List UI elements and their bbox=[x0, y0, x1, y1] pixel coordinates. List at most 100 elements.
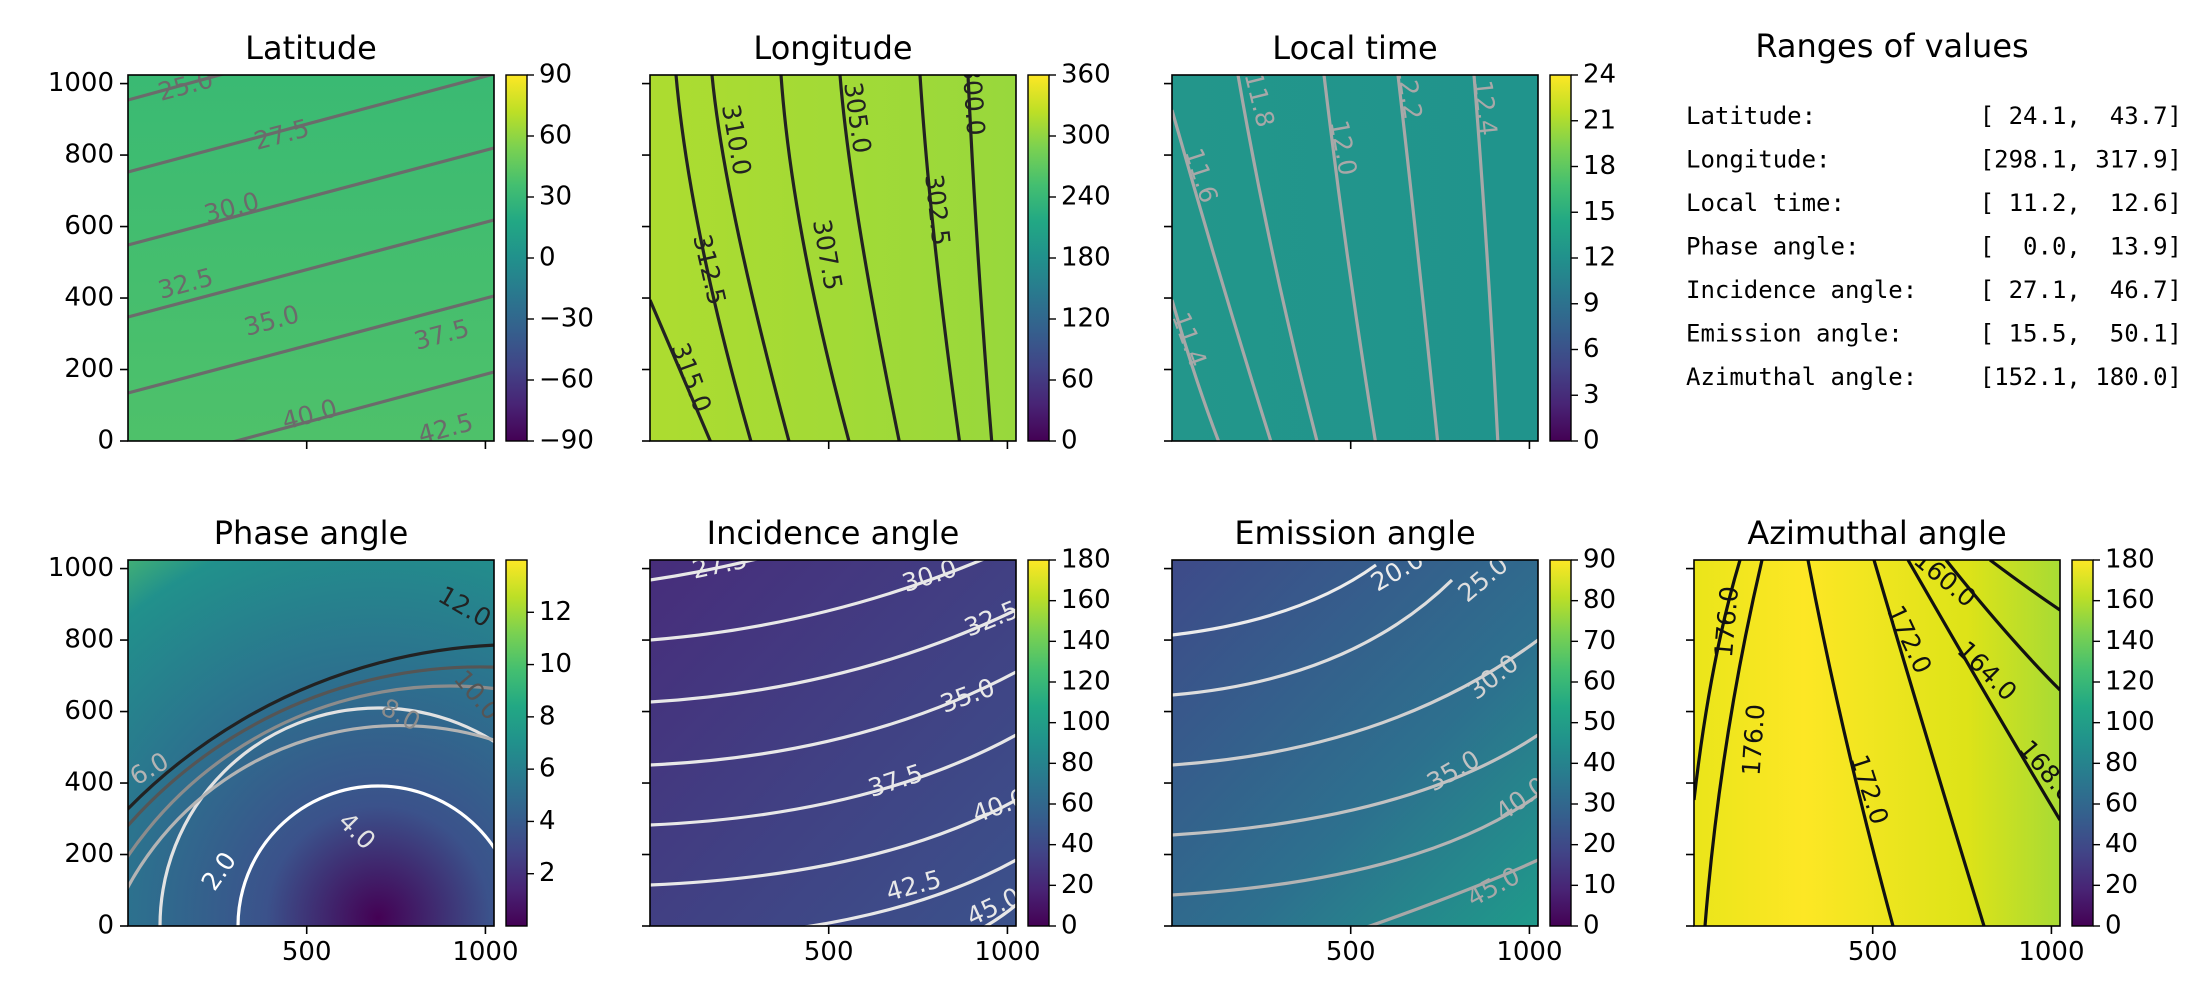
heatmap-image bbox=[1172, 75, 1538, 441]
colorbar-tick-label: 120 bbox=[2105, 667, 2155, 697]
colorbar-tick-label: 10 bbox=[539, 649, 572, 679]
heatmap-image bbox=[128, 560, 494, 926]
x-tick-label: 1000 bbox=[1496, 937, 1562, 967]
colorbar-tick-label: 0 bbox=[1061, 426, 1078, 456]
colorbar bbox=[505, 74, 528, 442]
contour-line bbox=[1172, 793, 1538, 897]
contour-line bbox=[674, 75, 753, 441]
contour-line bbox=[1172, 299, 1221, 441]
contour-line bbox=[230, 370, 494, 441]
range-row-label: Local time: bbox=[1686, 189, 1845, 217]
colorbar-tick-label: 140 bbox=[1061, 626, 1111, 656]
colorbar-tick-label: 300 bbox=[1061, 121, 1111, 151]
colorbar-tick-label: 40 bbox=[1061, 829, 1094, 859]
x-tick-label: 500 bbox=[282, 937, 332, 967]
colorbar-tick-label: 20 bbox=[1061, 870, 1094, 900]
y-tick-label: 1000 bbox=[48, 553, 114, 583]
contour-line bbox=[1236, 75, 1319, 441]
range-row-label: Latitude: bbox=[1686, 102, 1816, 130]
contour-line bbox=[1172, 578, 1454, 697]
contour-line bbox=[982, 903, 1016, 926]
contour-label: 176.0 bbox=[1737, 703, 1771, 776]
contour-line bbox=[1472, 75, 1500, 441]
colorbar-tick-label: 80 bbox=[2105, 748, 2138, 778]
contour-line bbox=[1703, 560, 1764, 926]
colorbar-tick-label: 12 bbox=[1583, 243, 1616, 273]
axes-frame bbox=[1171, 559, 1539, 927]
colorbar-tick-label: 80 bbox=[1583, 585, 1616, 615]
ranges-table: Ranges of values Latitude: [ 24.1, 43.7] Lo… bbox=[1686, 27, 2182, 391]
colorbar bbox=[1549, 74, 1572, 442]
colorbar-tick-label: 8 bbox=[539, 701, 556, 731]
contour-line bbox=[650, 670, 1016, 767]
heatmap-image bbox=[128, 75, 494, 441]
contour-line bbox=[650, 608, 1016, 704]
colorbar-tick-label: 360 bbox=[1061, 60, 1111, 90]
contour-line bbox=[779, 75, 851, 441]
colorbar-tick-label: −60 bbox=[539, 365, 594, 395]
colorbar-tick-label: 60 bbox=[539, 121, 572, 151]
axes-frame bbox=[127, 559, 495, 927]
colorbar-tick-label: 6 bbox=[1583, 334, 1600, 364]
contour-line bbox=[1694, 560, 1742, 801]
y-tick-label: 600 bbox=[64, 696, 114, 726]
colorbar bbox=[1027, 559, 1050, 927]
range-row-label: Azimuthal angle: bbox=[1686, 363, 1917, 391]
y-tick-label: 1000 bbox=[48, 68, 114, 98]
contour-line bbox=[1944, 560, 2060, 692]
contour-line bbox=[650, 798, 1016, 887]
colorbar-tick-label: 0 bbox=[1061, 911, 1078, 941]
range-row-value: [298.1, 317.9] bbox=[1980, 146, 2182, 174]
range-row-value: [ 24.1, 43.7] bbox=[1980, 102, 2182, 130]
colorbar-tick-label: 100 bbox=[2105, 707, 2155, 737]
contour-line bbox=[801, 858, 1016, 926]
contour-line bbox=[1172, 109, 1273, 441]
colorbar-tick-label: 160 bbox=[2105, 585, 2155, 615]
contour-label: 12.4 bbox=[1468, 79, 1503, 137]
x-tick-label: 1000 bbox=[2018, 937, 2084, 967]
colorbar-tick-label: 120 bbox=[1061, 667, 1111, 697]
colorbar-tick-label: 120 bbox=[1061, 304, 1111, 334]
colorbar-tick-label: 40 bbox=[1583, 748, 1616, 778]
colorbar-tick-label: 60 bbox=[2105, 789, 2138, 819]
contour-line bbox=[650, 560, 760, 582]
panel-title: Azimuthal angle bbox=[1747, 514, 2006, 552]
range-row-value: [ 11.2, 12.6] bbox=[1980, 189, 2182, 217]
range-row-label: Longitude: bbox=[1686, 146, 1831, 174]
x-tick-label: 500 bbox=[1848, 937, 1898, 967]
contour-line bbox=[650, 560, 986, 642]
panel-title: Incidence angle bbox=[707, 514, 960, 552]
colorbar-tick-label: 10 bbox=[1583, 870, 1616, 900]
contour-line bbox=[1172, 638, 1538, 767]
colorbar-tick-label: 70 bbox=[1583, 626, 1616, 656]
contour-group: 11.411.611.812.012.2 12.4 bbox=[1172, 75, 1503, 441]
y-tick-label: 200 bbox=[64, 839, 114, 869]
colorbar-tick-label: −30 bbox=[539, 304, 594, 334]
range-row-value: [ 0.0, 13.9] bbox=[1980, 233, 2182, 261]
contour-line bbox=[236, 784, 494, 926]
panel-azimuthal-angle: Azimuthal angle176.0176.0172.0172.0168.0… bbox=[1686, 514, 2155, 967]
range-row-value: [ 15.5, 50.1] bbox=[1980, 320, 2182, 348]
colorbar-tick-label: 21 bbox=[1583, 105, 1616, 135]
panel-latitude: Latitude 25.027.530.032.535.0 37.540.0 42.5… bbox=[48, 29, 594, 456]
colorbar-tick-label: 60 bbox=[1583, 667, 1616, 697]
colorbar-tick-label: 24 bbox=[1583, 60, 1616, 90]
colorbar-tick-label: 30 bbox=[1583, 789, 1616, 819]
colorbar bbox=[505, 559, 528, 927]
colorbar-tick-label: 3 bbox=[1583, 380, 1600, 410]
colorbar-tick-label: 180 bbox=[1061, 545, 1111, 575]
range-row-label: Incidence angle: bbox=[1686, 276, 1917, 304]
colorbar-tick-label: 18 bbox=[1583, 151, 1616, 181]
colorbar-tick-label: 50 bbox=[1583, 707, 1616, 737]
contour-line bbox=[1396, 75, 1440, 441]
colorbar-tick-label: 90 bbox=[539, 60, 572, 90]
contour-group: 25.027.530.032.535.0 37.540.0 42.5 bbox=[128, 75, 494, 441]
contour-line bbox=[128, 723, 494, 891]
contour-line bbox=[1322, 75, 1377, 441]
axes-frame bbox=[649, 559, 1017, 927]
colorbar-tick-label: 90 bbox=[1583, 545, 1616, 575]
colorbar bbox=[1549, 559, 1572, 927]
contour-line bbox=[966, 75, 994, 441]
contour-line bbox=[1172, 563, 1377, 637]
colorbar-tick-label: 15 bbox=[1583, 197, 1616, 227]
